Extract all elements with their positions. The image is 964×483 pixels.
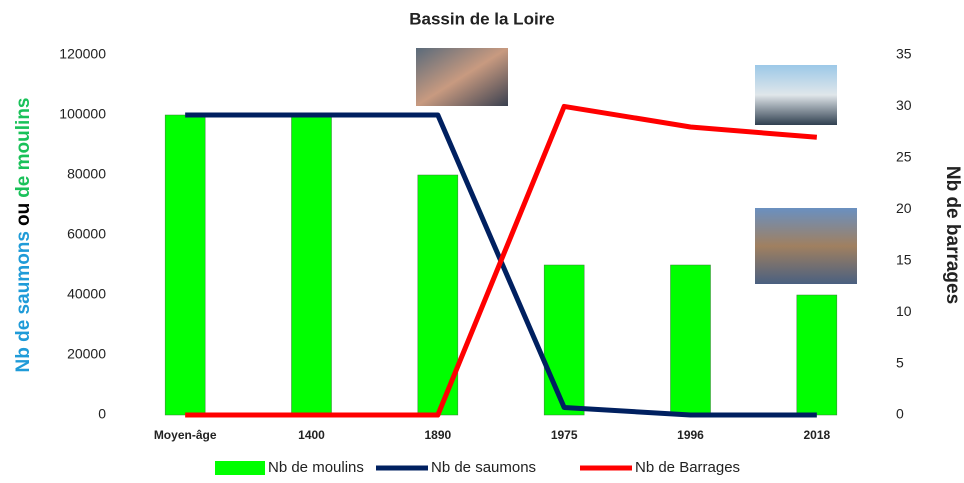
photo-dam [755,65,837,125]
y-tick-label: 100000 [59,106,106,122]
y2-tick-label: 10 [896,303,912,319]
y-tick-label: 40000 [67,286,106,302]
y2-tick-label: 5 [896,354,904,370]
x-tick-label: 1996 [677,428,704,442]
y-tick-label: 20000 [67,346,106,362]
y2-axis-label: Nb de barrages [942,166,963,304]
y-tick-label: 60000 [67,226,106,242]
y2-tick-label: 15 [896,251,912,267]
y-tick-label: 80000 [67,166,106,182]
legend-swatch [215,461,265,475]
bar [292,115,332,415]
y-axis-label-part: de moulins [13,98,34,198]
photo-salmon [416,48,508,106]
legend-label: Nb de saumons [431,459,536,476]
legend-label: Nb de moulins [268,459,364,476]
x-tick-label: 2018 [803,428,830,442]
photo-river [755,208,857,284]
bar [671,265,711,415]
y2-tick-label: 25 [896,149,912,165]
y2-tick-label: 35 [896,46,912,62]
y-tick-label: 120000 [59,46,106,62]
x-tick-label: 1975 [551,428,578,442]
x-tick-label: Moyen-âge [154,428,217,442]
x-tick-label: 1400 [298,428,325,442]
bar [544,265,584,415]
y2-tick-label: 0 [896,406,904,422]
legend-label: Nb de Barrages [635,459,740,476]
y-axis-label-part: ou [13,203,34,226]
y-axis-label-part: Nb de saumons [13,231,34,372]
y2-tick-label: 20 [896,200,912,216]
line [185,106,817,415]
y2-tick-label: 30 [896,97,912,113]
chart: Bassin de la Loire 0 20000 40000 60000 80000… [0,0,964,483]
bar [797,295,837,415]
y-axis-label: Nb de saumons ou de moulins [13,98,34,373]
y-tick-label: 0 [98,406,106,422]
chart-title: Bassin de la Loire [409,9,555,28]
x-tick-label: 1890 [424,428,451,442]
bar [165,115,205,415]
